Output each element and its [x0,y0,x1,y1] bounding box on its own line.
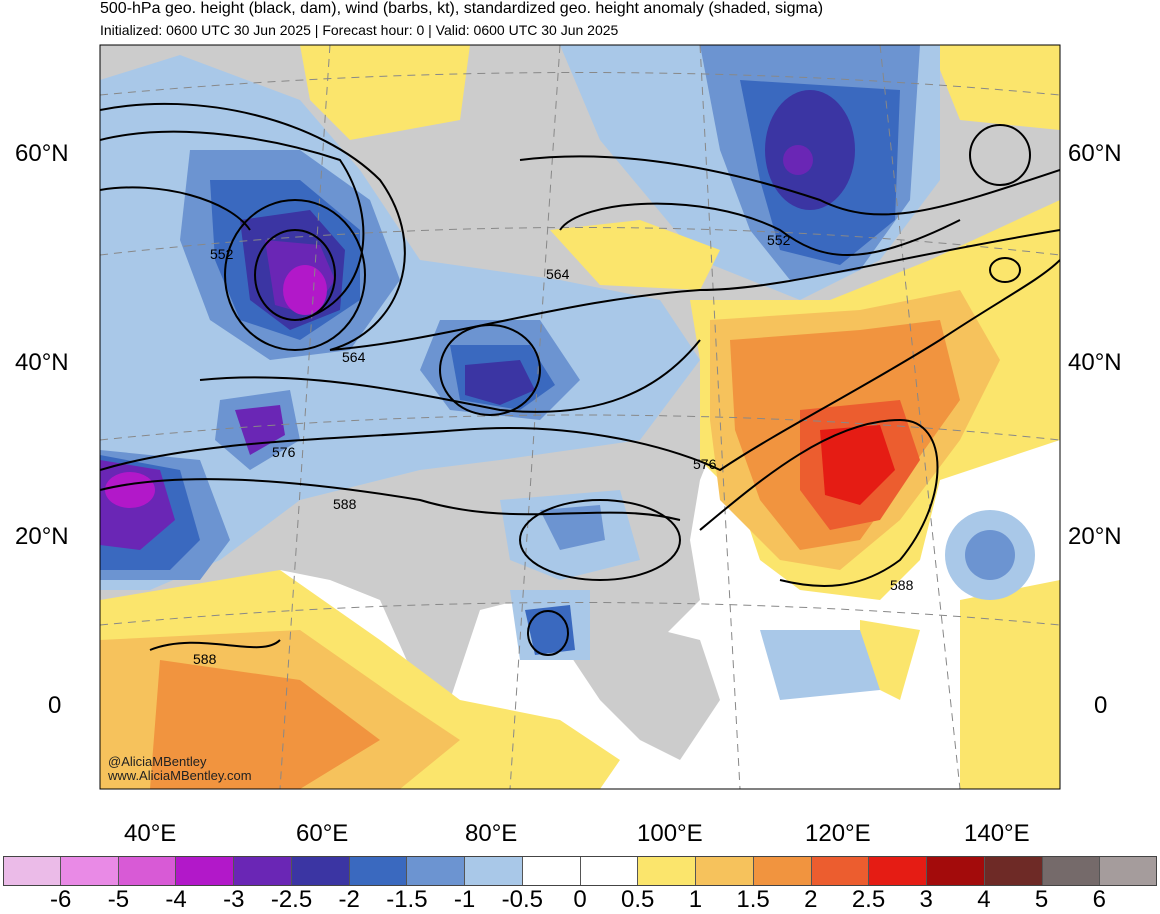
colorbar-tick-label: -1 [453,886,476,913]
colorbar-tick-label: 2.5 [851,886,886,913]
colorbar-tick-label: 1 [688,886,703,913]
map-subtitle: Initialized: 0600 UTC 30 Jun 2025 | Fore… [100,22,619,38]
colorbar-swatch [638,856,696,886]
colorbar-tick-label: -5 [107,886,130,913]
lon-label: 80°E [465,820,518,847]
colorbar-swatch [696,856,754,886]
contour-label: 576 [272,444,296,460]
colorbar-tick-label: 3 [919,886,933,913]
colorbar-tick-label: 5 [1034,886,1049,913]
colorbar-tick-label: -4 [165,886,187,913]
colorbar-swatch [60,856,119,886]
colorbar-swatch [3,856,61,886]
contour-label: 588 [890,577,914,593]
contour-label: 588 [193,651,217,667]
colorbar-swatch [869,856,927,886]
lat-label-right: 0 [1094,692,1108,719]
colorbar-swatch [753,856,812,886]
colorbar-swatch [465,856,523,886]
colorbar-tick-label: -1.5 [386,886,428,913]
colorbar-tick-label: 6 [1092,886,1106,913]
map-frame [99,44,1061,790]
colorbar-tick-label: 4 [977,886,991,913]
colorbar-tick-label: -6 [50,886,72,913]
map-field [100,45,1060,789]
lat-label-left: 20°N [15,523,69,550]
lat-label-left: 60°N [15,140,69,167]
lon-label: 60°E [296,820,349,847]
lon-label: 140°E [964,820,1030,847]
contour-label: 564 [546,266,570,282]
colorbar-tick-label: -2.5 [270,886,313,913]
contour-label: 552 [210,246,234,262]
colorbar-swatch [234,856,292,886]
colorbar-swatch [811,856,870,886]
colorbar-swatch [522,856,581,886]
contour-label: 564 [342,349,366,365]
colorbar-tick-label: 0 [573,886,587,913]
lat-label-right: 40°N [1068,349,1122,376]
lat-label-right: 60°N [1068,140,1122,167]
height-contours [100,102,1060,656]
lon-label: 120°E [805,820,871,847]
lat-label-right: 20°N [1068,523,1122,550]
colorbar-swatch [291,856,350,886]
lon-label: 100°E [637,820,703,847]
colorbar-swatch [580,856,639,886]
lat-label-left: 40°N [15,349,69,376]
contour-label: 576 [693,456,717,472]
colorbar-tick-label: 0.5 [621,886,655,913]
credit-handle: @AliciaMBentley [108,754,207,769]
colorbar-swatch [927,856,985,886]
colorbar-tick-label: -2 [338,886,360,913]
colorbar-swatch [1042,856,1101,886]
colorbar-swatch [349,856,408,886]
credit-site: www.AliciaMBentley.com [108,768,252,783]
graticule [100,45,1060,789]
colorbar-swatch [984,856,1043,886]
colorbar-swatch [176,856,234,886]
colorbar-tick-label: 1.5 [736,886,770,913]
lon-label: 40°E [124,820,177,847]
colorbar [3,856,1157,886]
colorbar-swatch [118,856,177,886]
colorbar-tick-label: -0.5 [501,886,543,913]
map-title: 500-hPa geo. height (black, dam), wind (… [100,0,824,17]
colorbar-swatch [1100,856,1157,886]
contour-label: 588 [333,496,357,512]
colorbar-tick-label: -3 [223,886,245,913]
colorbar-swatch [407,856,465,886]
contour-label: 552 [767,232,791,248]
land-southeast-asia [600,620,720,760]
lat-label-left: 0 [48,692,62,719]
colorbar-tick-label: 2 [804,886,818,913]
